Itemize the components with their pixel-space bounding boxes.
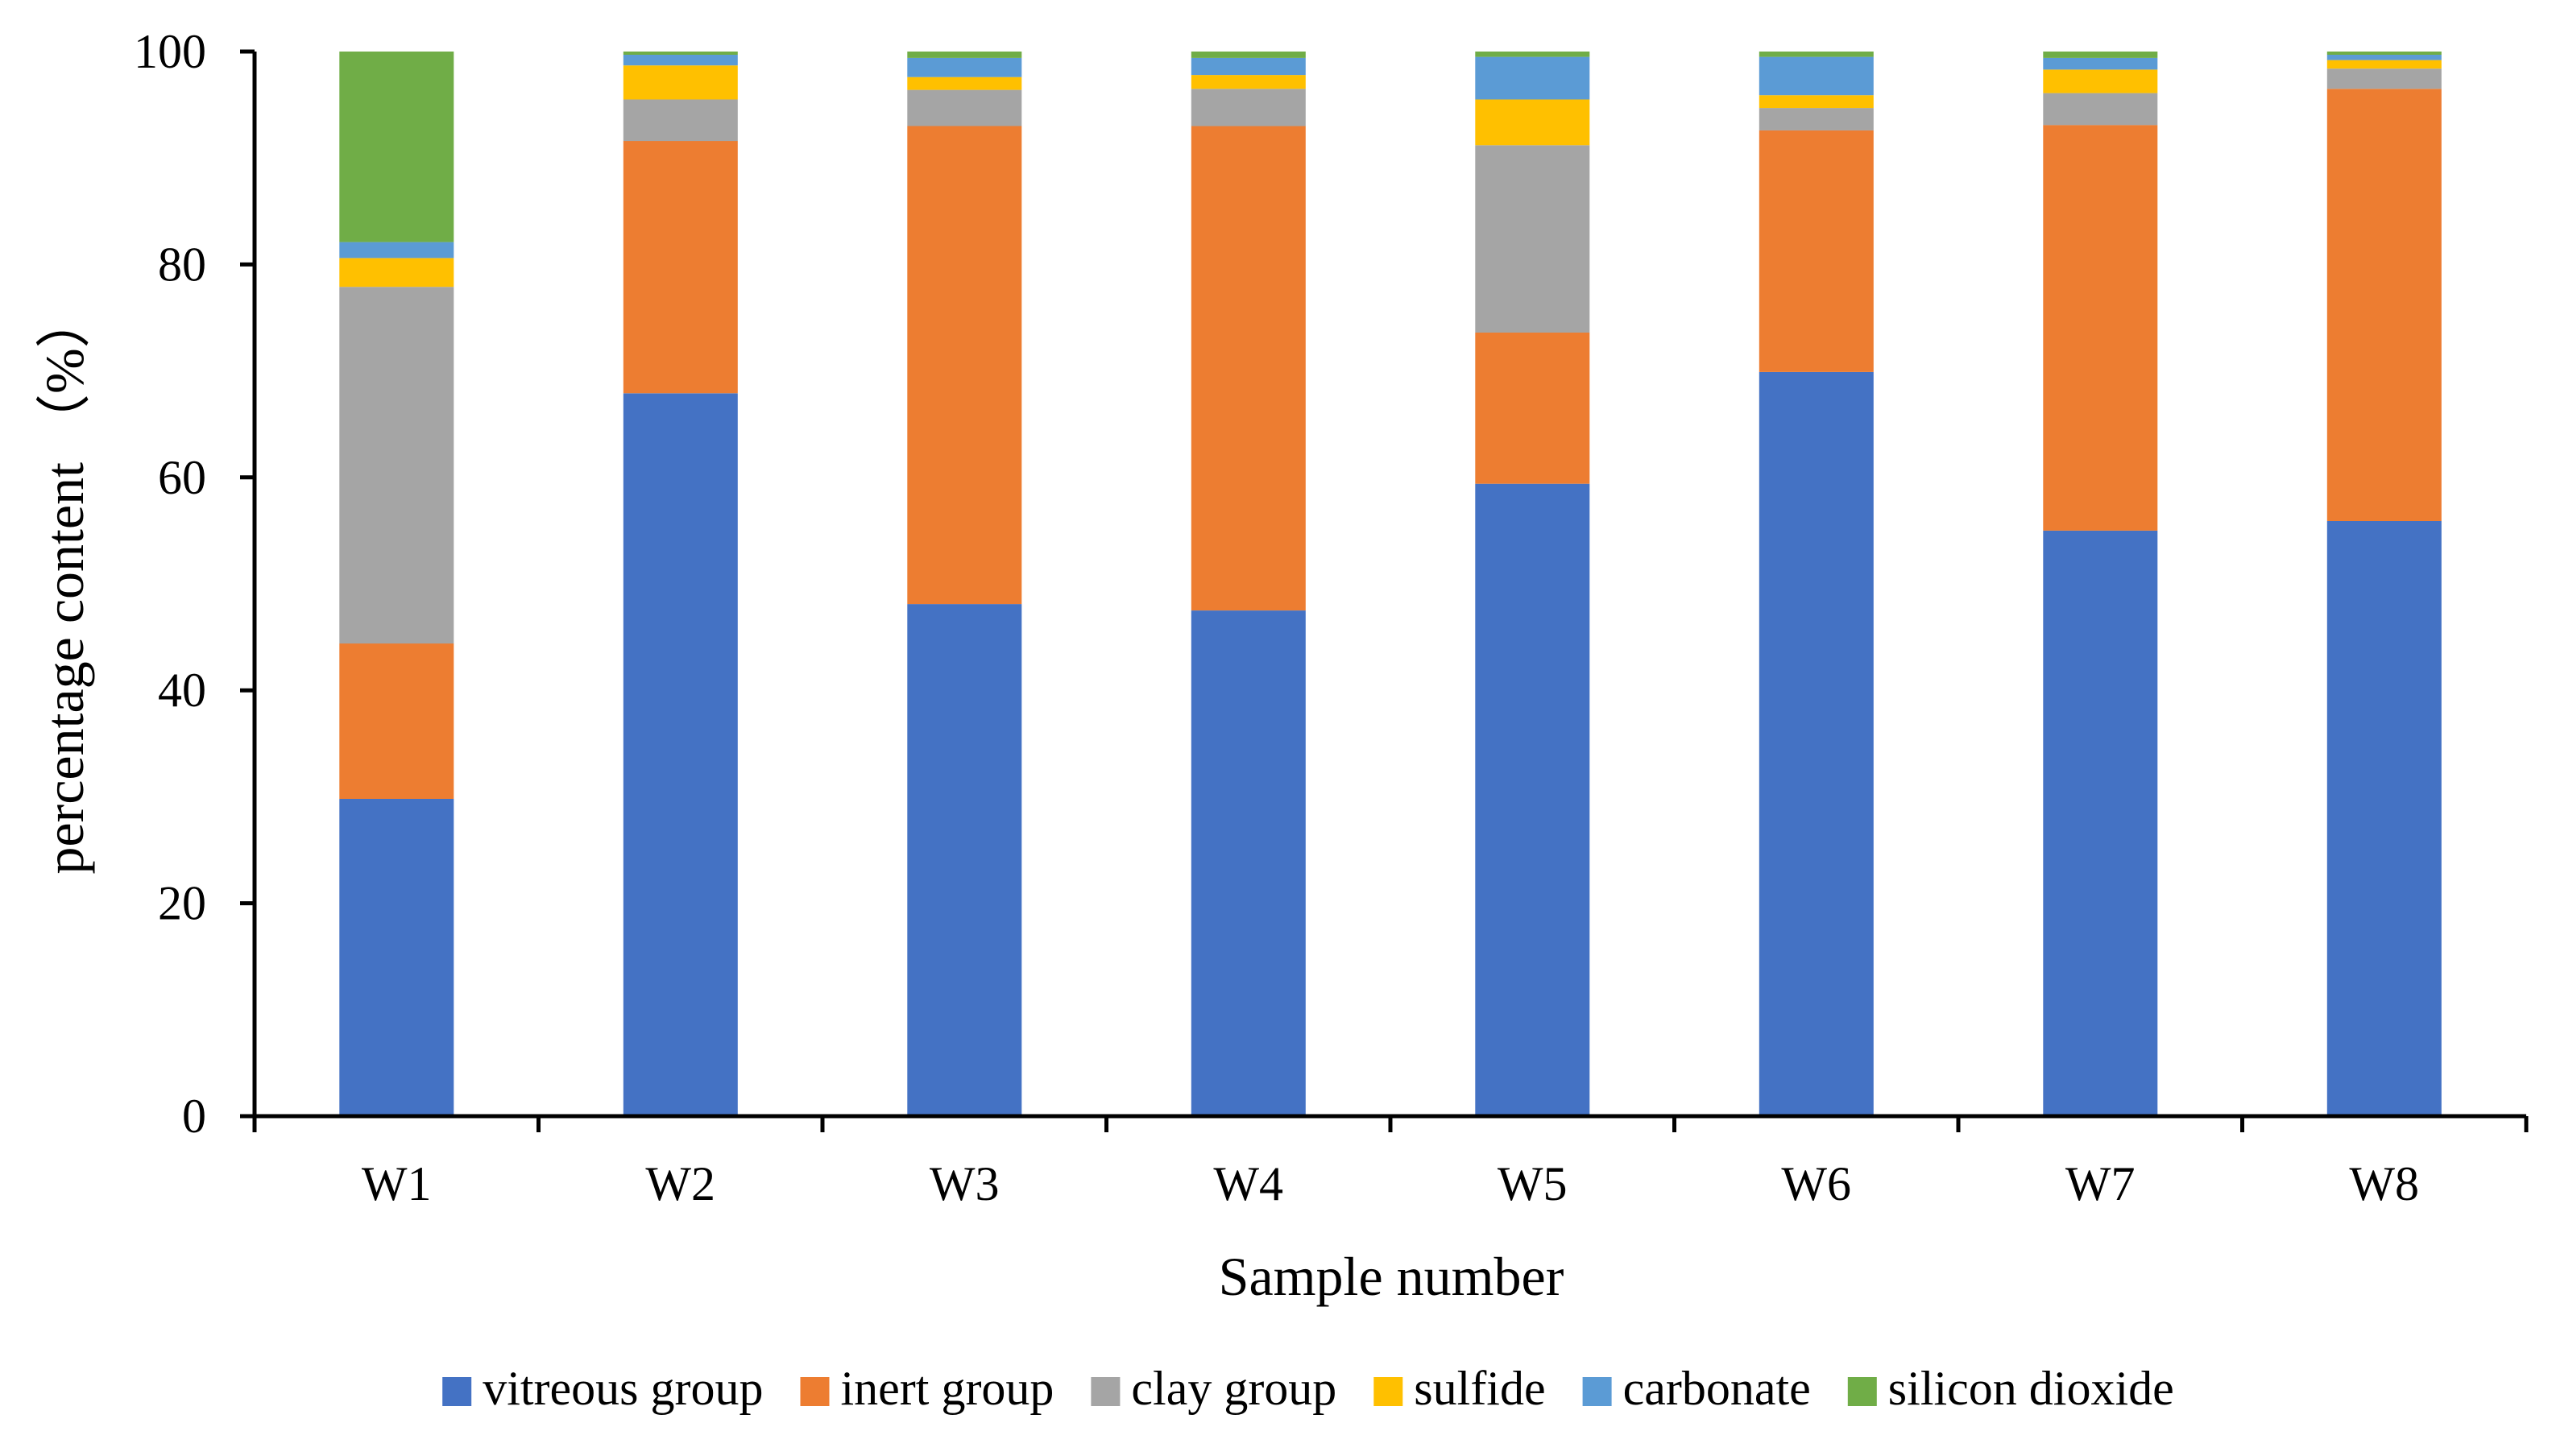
bar-w5-inert-group: [1475, 333, 1590, 484]
bar-w6-clay-group: [1759, 108, 1874, 130]
legend-swatch: [1373, 1377, 1403, 1406]
bar-w1-carbonate: [339, 242, 454, 259]
y-tick-label: 0: [182, 1090, 206, 1143]
bar-w7-vitreous-group: [2043, 530, 2158, 1116]
legend-label: sulfide: [1414, 1362, 1545, 1415]
legend-label: clay group: [1131, 1362, 1336, 1415]
x-axis-title: Sample number: [1219, 1246, 1564, 1307]
x-tick-label-w2: W2: [645, 1157, 715, 1210]
bar-w8-clay-group: [2326, 68, 2442, 89]
bar-w7-sulfide: [2043, 69, 2158, 93]
bar-w1-vitreous-group: [339, 799, 454, 1116]
bar-w4-vitreous-group: [1191, 610, 1306, 1116]
y-tick-label: 60: [158, 451, 206, 504]
x-tick-label-w1: W1: [362, 1157, 432, 1210]
legend-swatch: [1091, 1377, 1121, 1406]
legend-label: silicon dioxide: [1888, 1362, 2174, 1415]
bar-w8-carbonate: [2326, 55, 2442, 60]
legend-swatch: [442, 1377, 472, 1406]
bar-w5-vitreous-group: [1475, 483, 1590, 1116]
bar-w3-clay-group: [907, 89, 1022, 126]
bar-w2-clay-group: [623, 99, 738, 142]
legend-label: vitreous group: [483, 1362, 763, 1415]
bar-w2-vitreous-group: [623, 393, 738, 1116]
legend-swatch: [1582, 1377, 1612, 1406]
y-tick-label: 100: [134, 25, 206, 78]
bar-w3-sulfide: [907, 77, 1022, 90]
bar-w4-clay-group: [1191, 89, 1306, 126]
bar-w8-sulfide: [2326, 60, 2442, 69]
bar-w6-sulfide: [1759, 95, 1874, 109]
y-tick-label: 80: [158, 238, 206, 291]
legend-item-inert-group: inert group: [800, 1362, 1054, 1415]
bar-w2-silicon-dioxide: [623, 52, 738, 55]
x-tick-label-w5: W5: [1498, 1157, 1568, 1210]
axes-layer: [252, 52, 2526, 1119]
bar-w1-sulfide: [339, 258, 454, 287]
y-tick-label: 40: [158, 664, 206, 717]
bars-layer: [339, 52, 2442, 1116]
x-tick-label-w6: W6: [1781, 1157, 1851, 1210]
y-ticks-layer: 0 20 40 60 80 100: [134, 25, 255, 1143]
x-tick-label-w4: W4: [1213, 1157, 1283, 1210]
bar-w6-carbonate: [1759, 56, 1874, 96]
bar-w5-carbonate: [1475, 56, 1590, 100]
bar-w3-silicon-dioxide: [907, 52, 1022, 58]
legend-item-vitreous-group: vitreous group: [442, 1362, 763, 1415]
bar-w7-carbonate: [2043, 57, 2158, 70]
x-ticks-layer: W1 W2 W3 W4 W5 W6 W7 W8: [252, 1116, 2529, 1210]
x-tick-label-w7: W7: [2065, 1157, 2136, 1210]
y-tick-label: 20: [158, 877, 206, 930]
legend-item-silicon-dioxide: silicon dioxide: [1847, 1362, 2174, 1415]
legend-item-clay-group: clay group: [1091, 1362, 1336, 1415]
bar-w3-inert-group: [907, 126, 1022, 605]
bar-w4-silicon-dioxide: [1191, 52, 1306, 58]
bar-w6-vitreous-group: [1759, 371, 1874, 1116]
bar-w2-carbonate: [623, 55, 738, 66]
bar-w2-inert-group: [623, 141, 738, 394]
bar-w1-silicon-dioxide: [339, 52, 454, 242]
bar-w4-carbonate: [1191, 57, 1306, 76]
bar-w6-inert-group: [1759, 130, 1874, 372]
legend-label: inert group: [841, 1362, 1054, 1415]
bar-w4-inert-group: [1191, 126, 1306, 610]
bar-w8-silicon-dioxide: [2326, 52, 2442, 55]
bar-w8-inert-group: [2326, 89, 2442, 522]
legend-item-carbonate: carbonate: [1582, 1362, 1811, 1415]
legend-swatch: [1847, 1377, 1877, 1406]
bar-w1-inert-group: [339, 643, 454, 799]
bar-w5-sulfide: [1475, 99, 1590, 146]
bar-w3-vitreous-group: [907, 604, 1022, 1116]
bar-w5-clay-group: [1475, 145, 1590, 333]
bar-w6-silicon-dioxide: [1759, 52, 1874, 57]
bar-w7-inert-group: [2043, 125, 2158, 531]
legend-item-sulfide: sulfide: [1373, 1362, 1546, 1415]
x-tick-label-w3: W3: [930, 1157, 1000, 1210]
legend-swatch: [800, 1377, 830, 1406]
y-axis-title: percentage content （%）: [34, 293, 95, 874]
bar-w8-vitreous-group: [2326, 521, 2442, 1116]
bar-w4-sulfide: [1191, 75, 1306, 89]
bar-w1-clay-group: [339, 287, 454, 644]
legend: vitreous group inert group clay group sulfi…: [442, 1362, 2174, 1415]
bar-w7-silicon-dioxide: [2043, 52, 2158, 58]
x-tick-label-w8: W8: [2349, 1157, 2419, 1210]
bar-w2-sulfide: [623, 65, 738, 100]
bar-w7-clay-group: [2043, 93, 2158, 126]
bar-w5-silicon-dioxide: [1475, 52, 1590, 57]
bar-w3-carbonate: [907, 57, 1022, 77]
legend-label: carbonate: [1623, 1362, 1811, 1415]
